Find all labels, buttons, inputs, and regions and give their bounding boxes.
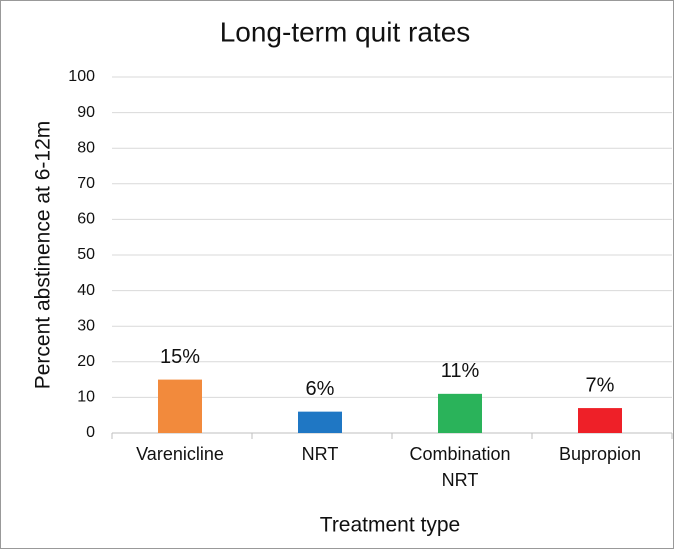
y-tick-label: 60 — [77, 211, 95, 228]
y-tick-label: 100 — [68, 68, 95, 85]
y-tick-label: 50 — [77, 246, 95, 263]
y-tick-label: 90 — [77, 104, 95, 121]
bar — [438, 393, 482, 433]
x-tick-label: Bupropion — [558, 444, 642, 464]
value-label: 6% — [306, 378, 335, 400]
value-label: 7% — [586, 374, 615, 396]
value-label: 15% — [160, 346, 200, 368]
x-tick-label: NRT — [301, 444, 339, 464]
bar — [298, 411, 342, 433]
y-tick-label: 0 — [86, 424, 95, 441]
y-tick-label: 70 — [77, 175, 95, 192]
chart-title: Long-term quit rates — [220, 16, 471, 47]
bar — [158, 379, 202, 433]
value-label: 11% — [441, 360, 480, 382]
y-tick-label: 10 — [77, 389, 95, 406]
x-axis-title: Treatment type — [320, 514, 460, 537]
x-tick-label: Varenicline — [136, 444, 224, 464]
bar — [578, 408, 622, 433]
y-tick-label: 80 — [77, 139, 95, 156]
y-tick-label: 40 — [77, 282, 95, 299]
y-tick-label: 20 — [77, 353, 95, 370]
x-tick-label: Combination NRT — [409, 444, 511, 490]
y-tick-label: 30 — [77, 317, 95, 334]
y-axis-title: Percent abstinence at 6-12m — [32, 121, 55, 390]
